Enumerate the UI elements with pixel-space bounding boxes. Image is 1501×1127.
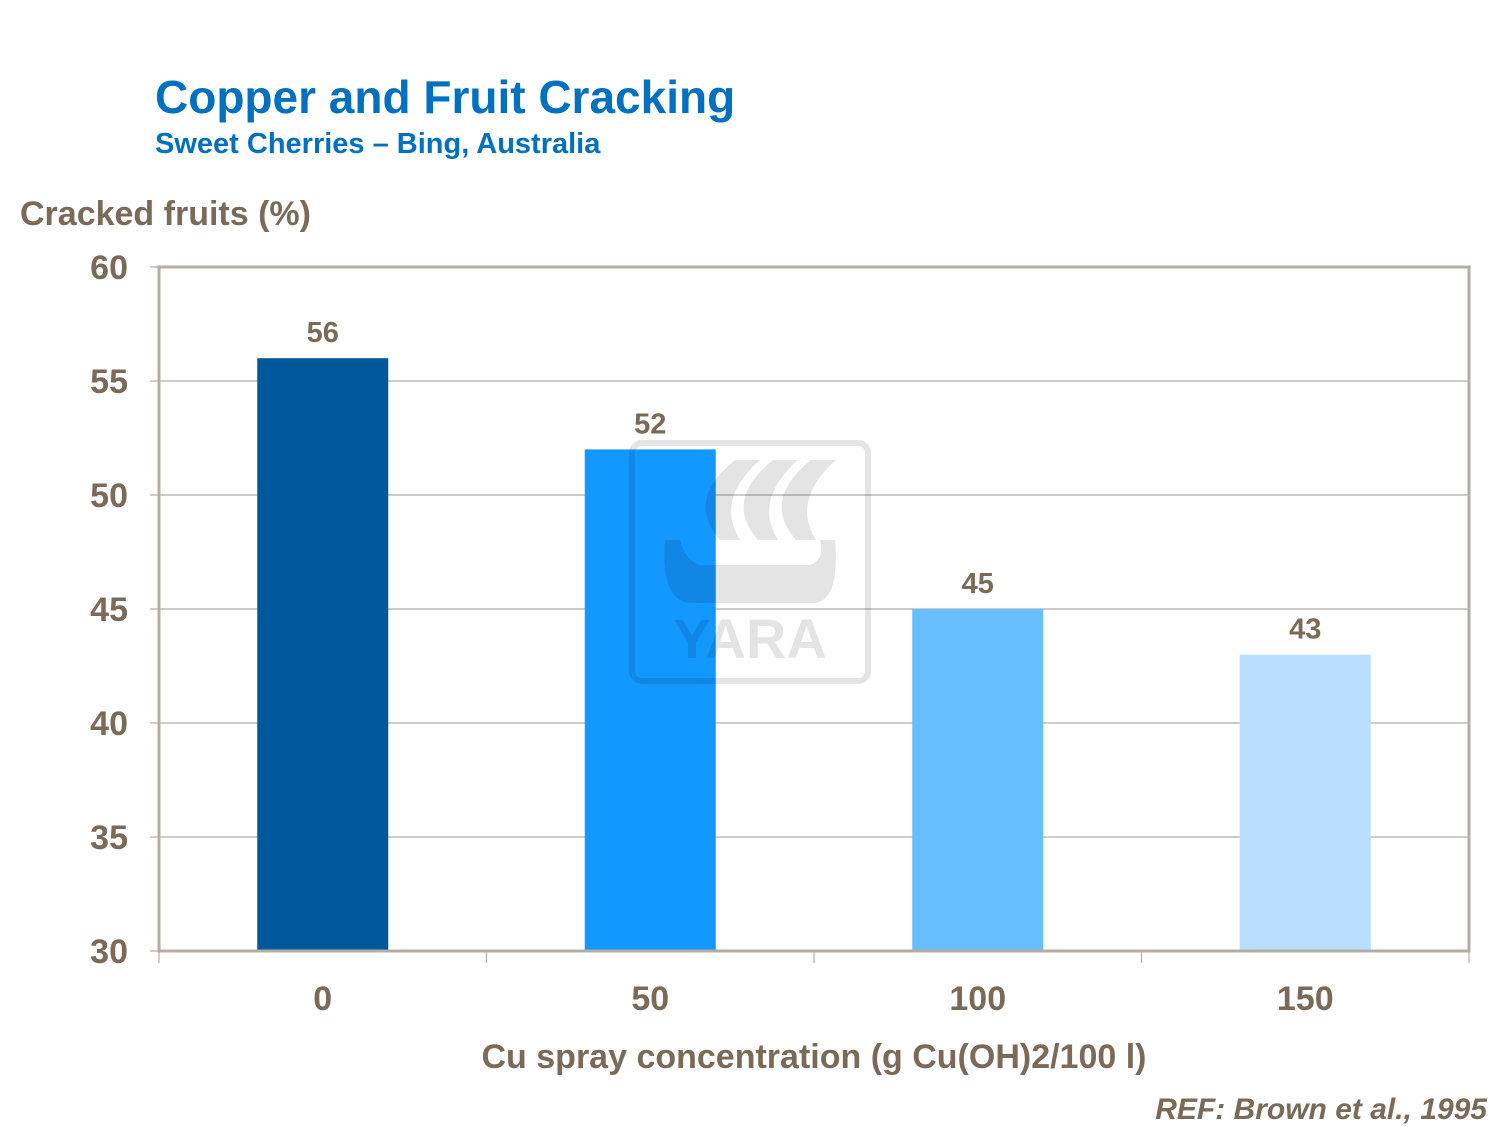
y-tick-label: 30 — [90, 933, 128, 971]
y-tick-label: 45 — [90, 591, 128, 629]
reference-note: REF: Brown et al., 1995 — [1155, 1093, 1487, 1126]
data-label: 52 — [634, 408, 666, 440]
data-label: 43 — [1289, 614, 1321, 646]
watermark-sail — [743, 460, 798, 540]
watermark-sail — [705, 460, 760, 540]
y-tick-label: 60 — [90, 249, 128, 287]
plot-frame — [157, 265, 1471, 953]
bar — [584, 449, 716, 951]
data-label: 45 — [962, 568, 994, 600]
chart-subtitle: Sweet Cherries – Bing, Australia — [155, 128, 601, 160]
y-tick-label: 50 — [90, 477, 128, 515]
x-axis-label: Cu spray concentration (g Cu(OH)2/100 l) — [481, 1038, 1147, 1076]
x-tick-label: 0 — [313, 980, 332, 1018]
bar — [257, 358, 389, 951]
x-tick-label: 100 — [949, 980, 1006, 1018]
y-tick-label: 40 — [90, 705, 128, 743]
watermark-ship — [664, 540, 836, 603]
yara-watermark-logo: YARA — [629, 440, 871, 684]
y-axis-label: Cracked fruits (%) — [20, 195, 311, 233]
y-tick-label: 55 — [90, 363, 128, 401]
chart-title: Copper and Fruit Cracking — [155, 71, 736, 123]
data-label: 56 — [307, 317, 339, 349]
bar — [1239, 654, 1371, 951]
watermark-text: YARA — [673, 607, 827, 670]
x-tick-label: 150 — [1277, 980, 1334, 1018]
x-tick-label: 50 — [631, 980, 669, 1018]
watermark-frame — [629, 440, 871, 684]
watermark-sail — [781, 460, 836, 540]
bar — [912, 609, 1044, 951]
y-tick-label: 35 — [90, 819, 128, 857]
